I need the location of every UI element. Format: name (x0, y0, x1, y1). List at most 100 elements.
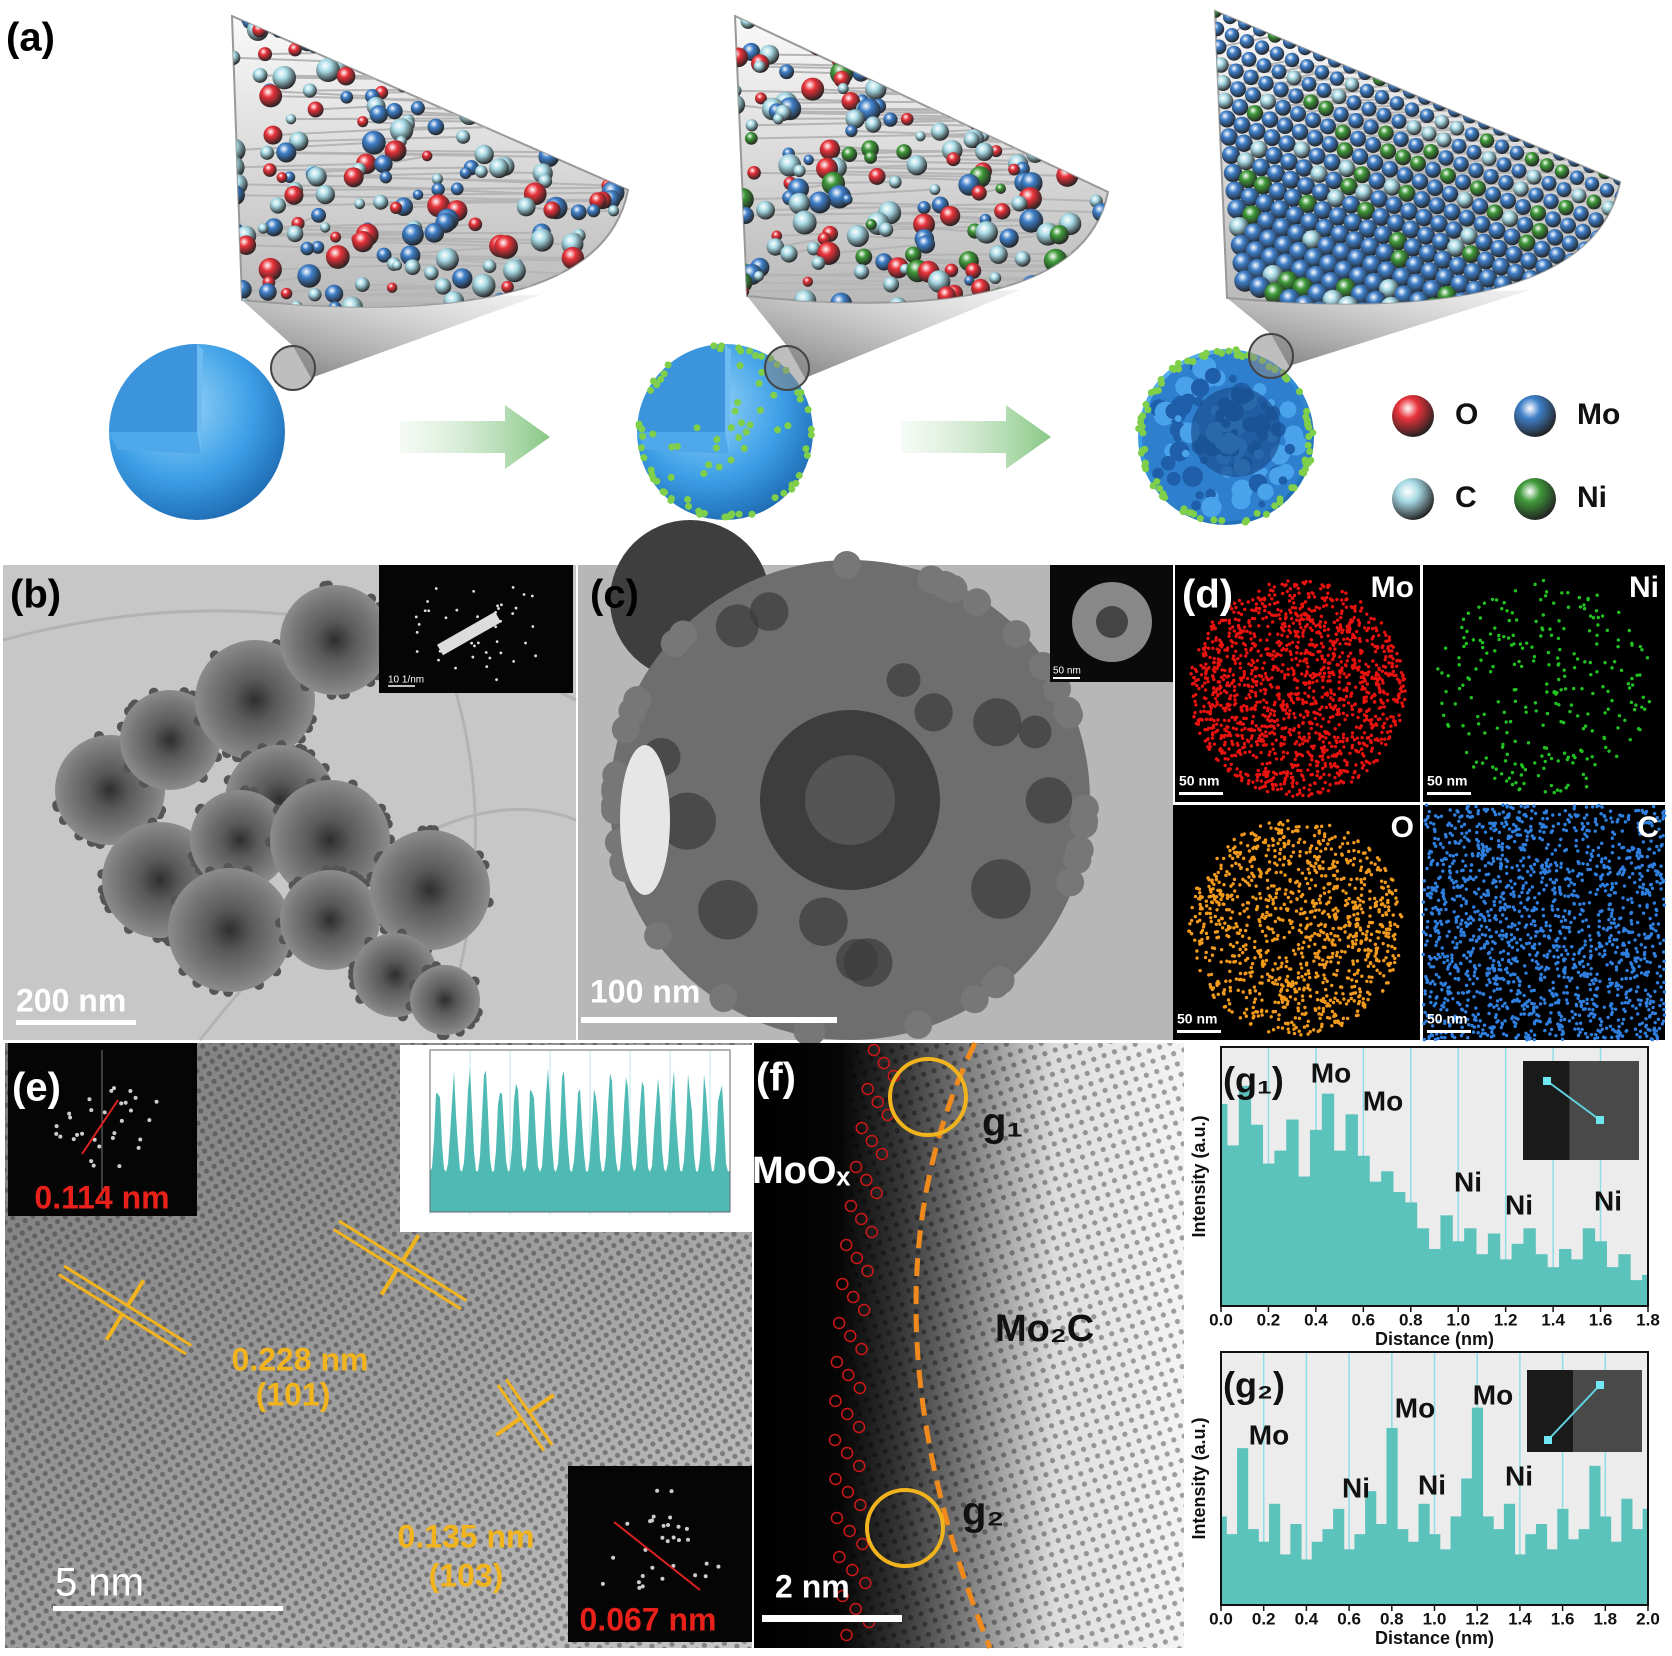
eds-dot (1541, 613, 1545, 617)
particle (168, 868, 292, 992)
atom (311, 240, 325, 254)
eds-dot (1505, 731, 1509, 735)
atom (1344, 77, 1360, 93)
eds-dot (1360, 887, 1364, 891)
eds-dot (1313, 902, 1317, 906)
eds-dot (1296, 752, 1300, 756)
eds-dot (1350, 978, 1354, 982)
eds-dot (1329, 688, 1333, 692)
eds-dot (1351, 775, 1355, 780)
label: (b) (10, 573, 61, 617)
atom (738, 286, 750, 297)
atom (1295, 159, 1313, 177)
eds-dot (1376, 633, 1381, 638)
atom (1394, 285, 1414, 304)
eds-dot (1241, 877, 1245, 882)
label: C (1455, 481, 1477, 514)
atom (1474, 369, 1496, 391)
eds-dot (1502, 710, 1506, 715)
eds-dot (1603, 711, 1607, 715)
atom (1533, 240, 1551, 258)
eds-dot (1243, 643, 1248, 647)
eds-dot (1638, 644, 1643, 649)
eds-dot (1314, 605, 1319, 609)
bond (1496, 346, 1610, 350)
eds-dot (1367, 707, 1371, 711)
eds-dot (1349, 996, 1354, 1001)
eds-dot (1265, 878, 1270, 883)
eds-dot (1563, 687, 1568, 691)
atom (578, 73, 600, 95)
eds-dot (1206, 935, 1210, 940)
eds-dot (1303, 1005, 1307, 1010)
eds-dot (1261, 743, 1266, 747)
eds-dot (1290, 658, 1294, 662)
eds-dot (1332, 620, 1337, 625)
eds-dot (1328, 896, 1333, 900)
eds-dot (1246, 683, 1250, 687)
atom (906, 154, 928, 176)
eds-dot (1401, 678, 1405, 682)
eds-dot (1263, 671, 1268, 676)
atom (1556, 182, 1572, 198)
eds-dot (1351, 632, 1355, 637)
eds-dot (1265, 700, 1269, 705)
eds-dot (1273, 861, 1277, 865)
eds-dot (1393, 946, 1397, 951)
eds-dot (1315, 630, 1319, 635)
atom (1582, 294, 1600, 304)
eds-dot (1271, 843, 1275, 848)
atom (1065, 117, 1081, 133)
atom (1619, 378, 1639, 398)
eds-dot (1566, 783, 1570, 787)
eds-dot (1335, 771, 1340, 775)
eds-dot (1457, 686, 1462, 691)
eds-dot (1317, 673, 1321, 677)
eds-dot (1605, 628, 1609, 633)
eds-dot (1358, 928, 1363, 932)
label: 50 nm (1179, 773, 1219, 789)
eds-dot (1267, 821, 1271, 825)
eds-dot (1504, 779, 1509, 783)
atom (1428, 333, 1449, 354)
eds-dot (1237, 953, 1241, 958)
atom (1448, 256, 1468, 276)
eds-dot (1299, 894, 1303, 899)
diffraction-spot (414, 615, 418, 619)
eds-dot (1249, 637, 1253, 641)
atom (1460, 227, 1478, 245)
eds-dot (1283, 673, 1287, 677)
atom (530, 228, 554, 252)
eds-dot (1363, 687, 1367, 691)
atom (276, 142, 297, 163)
eds-dot (1556, 759, 1560, 763)
bond (362, 283, 444, 288)
ni-particle (1213, 347, 1221, 355)
diffraction-spot (437, 658, 440, 662)
eds-dot (1315, 769, 1320, 774)
eds-dot (1497, 637, 1501, 642)
eds-dot (1290, 980, 1295, 984)
eds-dot (1278, 851, 1282, 856)
bond (507, 31, 524, 36)
eds-dot (1209, 706, 1213, 710)
eds-dot (1213, 626, 1218, 631)
atom (1414, 345, 1436, 367)
eds-dot (1205, 904, 1209, 908)
eds-dot (1269, 913, 1273, 917)
eds-dot (1360, 761, 1364, 765)
ni-particle (1161, 494, 1169, 502)
eds-dot (1370, 920, 1375, 925)
eds-dot (1365, 955, 1370, 959)
atom (841, 146, 858, 163)
atom (1489, 376, 1511, 398)
eds-dot (1342, 672, 1346, 676)
atom (808, 191, 831, 214)
eds-dot (1304, 1011, 1308, 1015)
ni-particle (755, 379, 763, 387)
eds-dot (1617, 713, 1622, 718)
eds-dot (1225, 690, 1229, 695)
eds-dot (1211, 692, 1215, 697)
eds-dot (1391, 715, 1395, 719)
eds-dot (1342, 703, 1346, 708)
